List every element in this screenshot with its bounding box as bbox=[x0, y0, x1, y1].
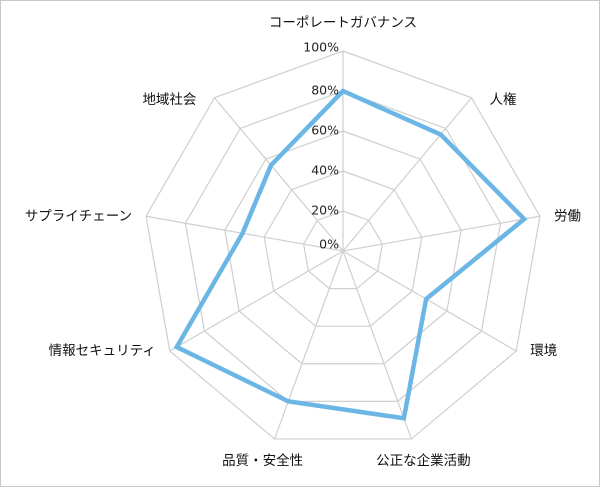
tick-label: 40% bbox=[311, 163, 339, 178]
axis-label: 地域社会 bbox=[142, 92, 196, 108]
axis-label: 情報セキュリティ bbox=[49, 343, 156, 359]
tick-label: 80% bbox=[311, 83, 339, 98]
tick-label: 100% bbox=[303, 40, 339, 55]
axis-label: 公正な企業活動 bbox=[376, 452, 471, 469]
axis-label: 環境 bbox=[530, 343, 557, 359]
tick-label: 60% bbox=[311, 123, 339, 138]
axis-label: 人権 bbox=[490, 91, 517, 108]
axis-label: 品質・安全性 bbox=[222, 452, 303, 469]
axis-spoke-5 bbox=[275, 251, 343, 439]
axis-spoke-3 bbox=[343, 251, 516, 351]
axis-label: サプライチェーン bbox=[25, 208, 132, 224]
grid-layer bbox=[146, 51, 540, 439]
axis-label: 労働 bbox=[554, 208, 581, 224]
tick-label: 20% bbox=[311, 203, 339, 218]
axis-spoke-2 bbox=[343, 216, 540, 251]
axis-spoke-6 bbox=[170, 251, 343, 351]
axis-label: コーポレートガバナンス bbox=[269, 15, 417, 31]
tick-label: 0% bbox=[319, 237, 339, 252]
